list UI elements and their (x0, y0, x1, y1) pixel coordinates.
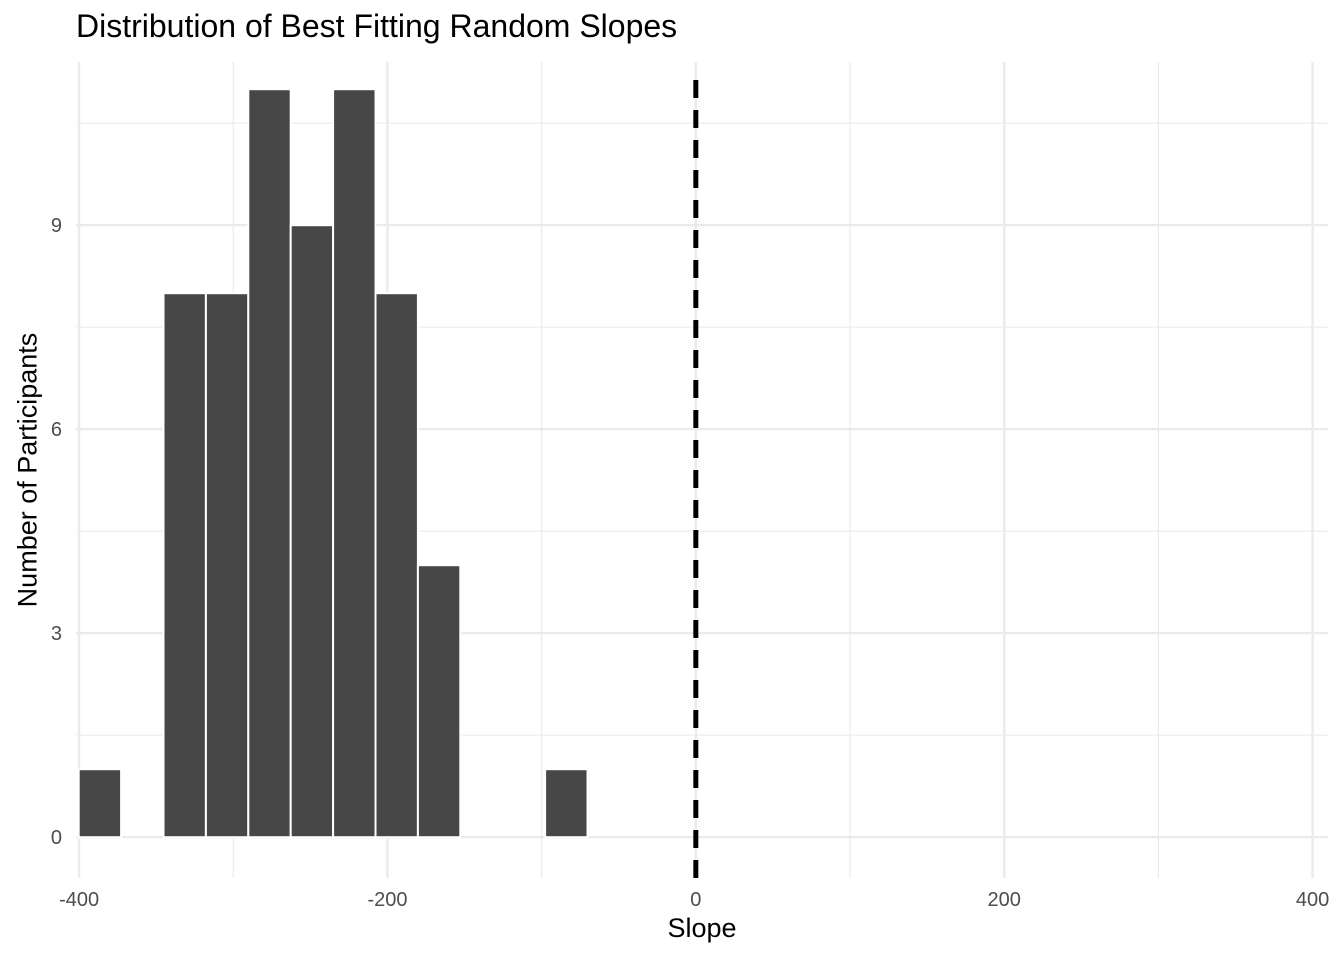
bar-layer (77, 88, 589, 839)
y-tick-labels: 0 3 6 9 (51, 215, 62, 849)
x-axis-title: Slope (667, 913, 737, 943)
histogram-bar (204, 292, 250, 839)
y-tick-label: 9 (51, 215, 62, 237)
chart-title: Distribution of Best Fitting Random Slop… (76, 8, 678, 44)
histogram-bar (544, 768, 589, 839)
y-tick-label: 0 (51, 827, 62, 849)
y-tick-label: 3 (51, 623, 62, 645)
histogram-bar (162, 292, 207, 839)
x-tick-labels: -400 -200 0 200 400 (59, 889, 1329, 911)
histogram-bar (77, 768, 123, 839)
x-tick-label: -400 (59, 889, 99, 911)
histogram-bar (416, 564, 462, 839)
x-tick-label: -200 (367, 889, 407, 911)
y-tick-label: 6 (51, 419, 62, 441)
x-tick-label: 400 (1296, 889, 1329, 911)
histogram-bar (247, 88, 292, 839)
x-tick-label: 0 (690, 889, 701, 911)
x-tick-label: 200 (988, 889, 1021, 911)
histogram-bar (374, 292, 419, 839)
histogram-bar (289, 224, 335, 839)
y-axis-title: Number of Participants (12, 332, 43, 608)
histogram-bar (332, 88, 377, 839)
